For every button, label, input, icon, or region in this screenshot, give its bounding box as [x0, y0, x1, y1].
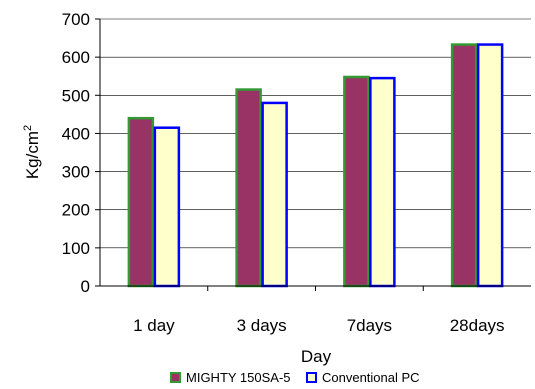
- y-axis-title: Kg/cm2: [22, 125, 42, 179]
- bar-conventional-3: [369, 76, 396, 288]
- bar-conventional-2: [261, 101, 288, 288]
- x-tick-labels: 1 day 3 days 7days 28days: [133, 316, 504, 335]
- y-tick-label: 100: [62, 239, 90, 258]
- legend: MIGHTY 150SA-5 Conventional PC: [170, 370, 420, 385]
- y-axis-title-base: Kg/cm: [23, 131, 42, 179]
- legend-label: MIGHTY 150SA-5: [186, 370, 291, 385]
- y-tick-label: 0: [81, 277, 90, 296]
- y-tick-label: 700: [62, 10, 90, 29]
- bar-conventional-1: [153, 126, 181, 288]
- bar-mighty-1: [127, 116, 155, 288]
- bar-mighty-3: [343, 75, 370, 288]
- y-tick-label: 200: [62, 201, 90, 220]
- y-tick-labels: 0 100 200 300 400 500 600 700: [62, 10, 90, 296]
- x-tick-label: 7days: [347, 316, 392, 335]
- x-tick-label: 28days: [450, 316, 505, 335]
- bar-conventional-4: [476, 43, 504, 288]
- y-tick-label: 600: [62, 48, 90, 67]
- x-axis-title: Day: [301, 347, 332, 366]
- legend-swatch: [170, 372, 181, 383]
- y-tick-label: 400: [62, 124, 90, 143]
- bar-mighty-4: [450, 43, 478, 288]
- legend-swatch: [306, 372, 317, 383]
- y-tick-label: 300: [62, 163, 90, 182]
- x-tick-label: 3 days: [237, 316, 287, 335]
- x-tick-label: 1 day: [133, 316, 175, 335]
- y-axis-title-superscript: 2: [22, 125, 34, 131]
- legend-label: Conventional PC: [322, 370, 420, 385]
- bars: [127, 43, 504, 288]
- axes: [99, 19, 531, 287]
- y-tick-label: 500: [62, 86, 90, 105]
- bar-mighty-2: [235, 88, 262, 288]
